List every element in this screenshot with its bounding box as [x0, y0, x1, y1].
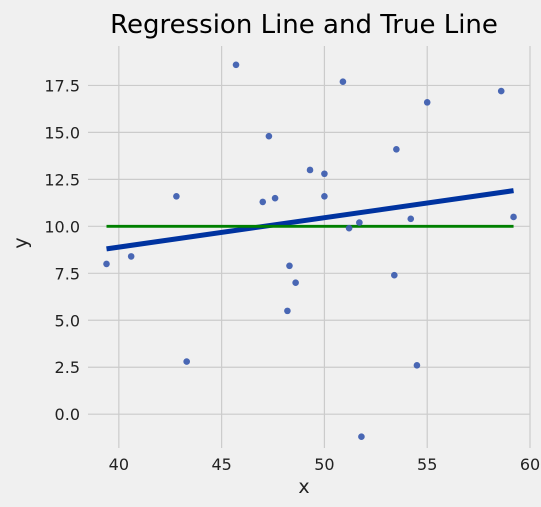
data-point — [265, 132, 273, 140]
data-point — [339, 78, 347, 85]
data-point — [259, 198, 267, 206]
data-point — [345, 224, 353, 232]
y-tick-label: 15.0 — [44, 123, 80, 142]
scatter-points — [103, 61, 517, 441]
y-axis-ticks: 0.0 2.5 5.0 7.5 10.0 12.5 15.0 17.5 — [44, 76, 80, 424]
y-tick-label: 10.0 — [44, 217, 80, 236]
data-point — [510, 213, 517, 221]
data-point — [413, 362, 421, 369]
x-tick-label: 55 — [417, 455, 437, 474]
chart-lines — [106, 188, 514, 252]
data-point — [103, 260, 110, 268]
data-point — [407, 215, 415, 223]
data-point — [271, 194, 279, 202]
data-point — [423, 99, 431, 106]
data-point — [497, 87, 505, 95]
y-tick-label: 5.0 — [55, 311, 80, 330]
y-tick-label: 2.5 — [55, 358, 80, 377]
data-point — [358, 433, 365, 441]
data-point — [232, 61, 240, 69]
chart-title: Regression Line and True Line — [110, 10, 498, 40]
data-point — [321, 170, 328, 178]
data-point — [292, 279, 299, 286]
data-point — [306, 166, 314, 174]
x-tick-label: 50 — [314, 455, 334, 474]
y-tick-label: 12.5 — [44, 170, 80, 189]
data-point — [356, 219, 363, 226]
data-point — [391, 271, 398, 279]
grid — [88, 46, 531, 448]
data-point — [127, 253, 135, 260]
y-axis-label: y — [10, 237, 32, 248]
y-tick-label: 17.5 — [44, 76, 80, 95]
data-point — [321, 192, 328, 200]
data-point — [183, 358, 190, 365]
data-point — [286, 262, 293, 270]
data-point — [173, 192, 180, 200]
data-point — [284, 307, 291, 315]
regression-line — [106, 188, 514, 252]
y-tick-label: 0.0 — [55, 405, 80, 424]
y-tick-label: 7.5 — [55, 264, 80, 283]
x-axis-label: x — [298, 476, 309, 498]
x-axis-ticks: 40 45 50 55 60 — [109, 455, 541, 474]
x-tick-label: 60 — [520, 455, 540, 474]
data-point — [393, 146, 400, 153]
x-tick-label: 45 — [211, 455, 231, 474]
x-tick-label: 40 — [109, 455, 129, 474]
